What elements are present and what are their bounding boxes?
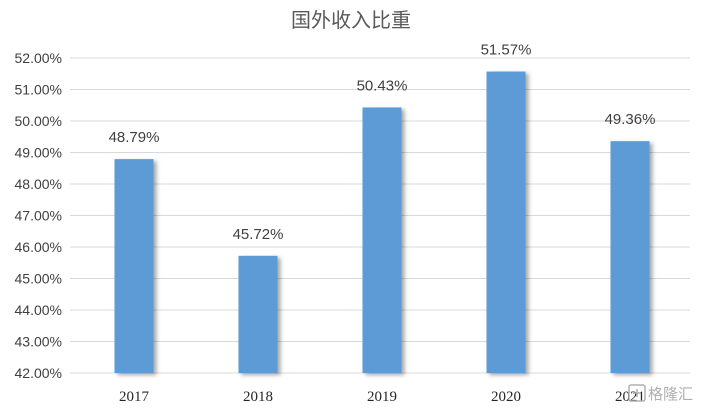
y-tick-label: 47.00%: [15, 208, 62, 224]
data-label-2018: 45.72%: [233, 226, 284, 243]
data-label-2019: 50.43%: [357, 77, 408, 94]
y-tick-label: 45.00%: [15, 271, 62, 287]
data-label-2020: 51.57%: [481, 42, 532, 59]
y-tick-label: 48.00%: [15, 176, 62, 192]
data-label-2021: 49.36%: [605, 111, 656, 128]
x-tick-label: 2021: [615, 389, 645, 405]
bar-2019: [362, 107, 402, 373]
y-axis-ticks: 42.00% 43.00% 44.00% 45.00% 46.00% 47.00% 48.0…: [15, 50, 62, 381]
y-tick-label: 49.00%: [15, 145, 62, 161]
bar-2020: [486, 71, 526, 374]
y-tick-label: 50.00%: [15, 113, 62, 129]
y-tick-label: 44.00%: [15, 302, 62, 318]
x-tick-label: 2019: [367, 389, 397, 405]
x-tick-label: 2017: [119, 389, 150, 405]
y-tick-label: 42.00%: [15, 365, 62, 381]
y-tick-label: 43.00%: [15, 334, 62, 350]
chart-title: 国外收入比重: [291, 8, 411, 32]
x-tick-label: 2018: [243, 389, 273, 405]
y-tick-label: 46.00%: [15, 239, 62, 255]
watermark-text: 格隆汇: [648, 385, 693, 403]
bar-2021: [610, 141, 650, 373]
y-tick-label: 51.00%: [15, 82, 62, 98]
gelonghui-logo-icon: [628, 384, 646, 402]
x-tick-label: 2020: [491, 389, 521, 405]
y-tick-label: 52.00%: [15, 50, 62, 66]
x-axis-ticks: 2017 2018 2019 2020 2021: [119, 389, 645, 405]
data-labels: 48.79% 45.72% 50.43% 51.57% 49.36%: [109, 42, 656, 243]
watermark: 格隆汇: [628, 384, 693, 403]
bars: [114, 71, 650, 374]
bar-2018: [238, 255, 278, 373]
bar-2017: [114, 159, 154, 373]
data-label-2017: 48.79%: [109, 129, 160, 146]
